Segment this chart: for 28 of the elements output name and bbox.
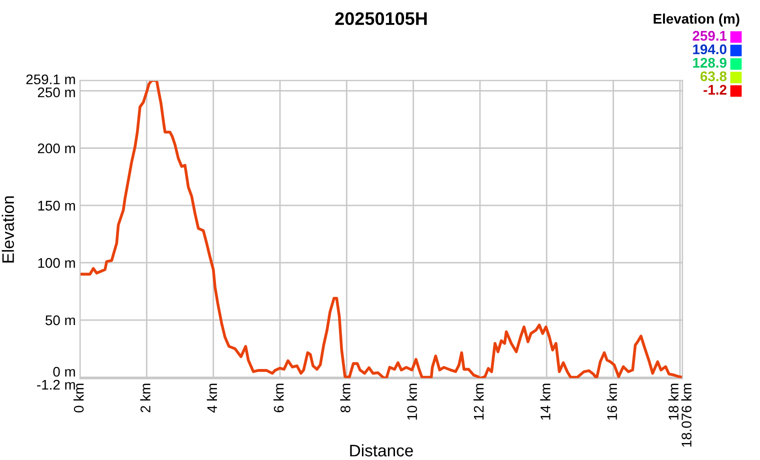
x-tick-label: 18 km xyxy=(668,384,678,420)
x-tick-label: 10 km xyxy=(406,384,418,420)
y-tick-label: 259.1 m xyxy=(26,74,75,84)
color-bar-label: -1.2 xyxy=(704,84,726,95)
y-tick-label: 100 m xyxy=(38,258,75,268)
chart-title: 20250105H xyxy=(335,12,427,26)
color-bar-title: Elevation (m) xyxy=(654,14,740,26)
x-tick-label: 16 km xyxy=(606,384,618,420)
y-tick-label: 250 m xyxy=(38,87,75,98)
y-axis-title: Elevation xyxy=(2,196,14,262)
y-tick-label: 150 m xyxy=(38,200,75,211)
x-tick-label: 14 km xyxy=(540,384,550,420)
y-tick-label: -1.2 m xyxy=(37,380,75,390)
x-axis-title: Distance xyxy=(350,444,413,456)
y-tick-label: 0 m xyxy=(53,366,75,377)
color-bar-label: 194.0 xyxy=(693,44,726,54)
color-bar-label: 63.8 xyxy=(700,71,727,82)
color-bar-label: 128.9 xyxy=(693,58,726,68)
x-tick-label: 2 km xyxy=(140,384,150,412)
y-tick-label: 50 m xyxy=(46,315,75,326)
x-tick-label: 12 km xyxy=(474,384,484,420)
x-tick-label: 8 km xyxy=(340,384,350,412)
color-bar-label: 259.1 xyxy=(692,30,727,41)
x-tick-label: 4 km xyxy=(206,384,217,413)
x-tick-label: 18.076 km xyxy=(681,384,692,447)
x-tick-label: 6 km xyxy=(274,384,284,412)
y-tick-label: 200 m xyxy=(38,143,75,154)
x-tick-label: 0 km xyxy=(74,384,84,412)
